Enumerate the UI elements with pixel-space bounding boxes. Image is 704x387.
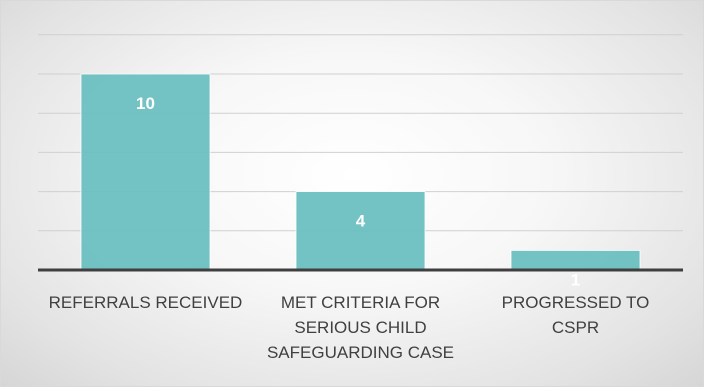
x-tick-label: SERIOUS CHILD [294, 318, 426, 337]
bar [295, 191, 426, 271]
data-label: 10 [136, 94, 155, 113]
data-labels: 10 4 1 [136, 94, 580, 289]
bars [80, 73, 641, 271]
x-tick-label: CSPR [552, 318, 599, 337]
x-tick-label: PROGRESSED TO [502, 293, 650, 312]
x-axis-labels: REFERRALS RECEIVED MET CRITERIA FOR SERIOU… [49, 293, 650, 362]
x-tick-label: REFERRALS RECEIVED [49, 293, 243, 312]
bar [510, 249, 641, 271]
data-label: 4 [356, 212, 366, 231]
x-tick-label: SAFEGUARDING CASE [267, 343, 454, 362]
data-label: 1 [571, 270, 580, 289]
bar [80, 73, 211, 271]
x-tick-label: MET CRITERIA FOR [281, 293, 440, 312]
